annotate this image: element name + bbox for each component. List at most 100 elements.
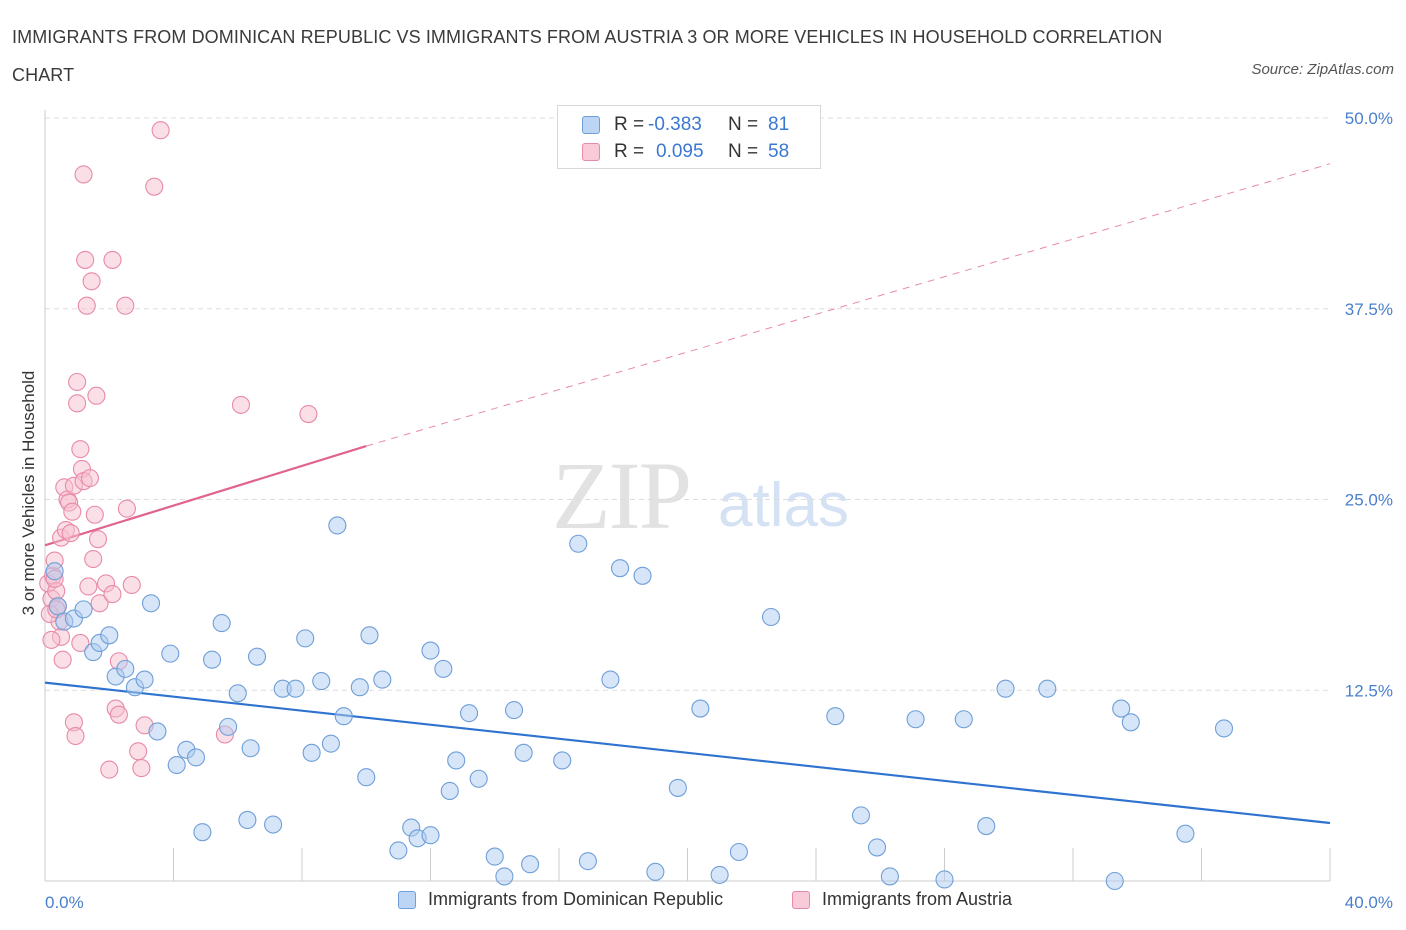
data-point-austria [87, 386, 106, 405]
legend-swatch-blue [398, 890, 416, 909]
data-point-dominican [203, 650, 222, 669]
data-point-dominican [1112, 699, 1131, 718]
legend-row-austria: R = 0.095 N = 58 [582, 139, 789, 165]
data-point-dominican [610, 559, 630, 578]
data-point-dominican [334, 707, 353, 726]
data-point-dominican [74, 600, 93, 619]
legend-n-label: N = [728, 141, 759, 162]
data-point-dominican [996, 679, 1015, 698]
data-point-dominican [247, 647, 267, 666]
data-point-dominican [495, 867, 514, 886]
data-point-dominican [977, 817, 996, 836]
data-point-dominican [421, 826, 440, 845]
data-point-austria [80, 469, 100, 488]
data-point-dominican [135, 670, 154, 689]
trend-line-austria-extension [366, 163, 1331, 447]
data-point-dominican [141, 594, 161, 613]
data-point-austria [151, 121, 170, 140]
data-point-austria [122, 575, 141, 595]
data-point-dominican [1176, 824, 1195, 843]
data-point-dominican [668, 778, 687, 797]
data-point-dominican [161, 644, 180, 663]
legend-swatch-pink [792, 890, 810, 909]
tick-labels: 12.5% 25.0% 37.5% 50.0% 0.0% 40.0% [45, 109, 1393, 912]
data-point-dominican [1214, 719, 1234, 738]
correlation-legend: R = -0.383 N = 81 R = 0.095 N = 58 [557, 105, 821, 169]
data-point-dominican [434, 659, 453, 678]
data-point-dominican [691, 699, 710, 718]
y-tick-label: 25.0% [1345, 491, 1393, 510]
chart-title: IMMIGRANTS FROM DOMINICAN REPUBLIC VS IM… [12, 27, 1163, 85]
data-point-dominican [100, 626, 119, 645]
y-tick-label: 50.0% [1345, 109, 1393, 128]
data-point-dominican [421, 641, 440, 660]
data-point-dominican [469, 769, 488, 788]
legend-item-austria: Immigrants from Austria [792, 889, 1012, 910]
data-point-dominican [729, 842, 748, 862]
data-point-dominican [48, 597, 67, 616]
legend-swatch-blue [582, 116, 600, 134]
data-point-austria [71, 440, 90, 459]
data-point-dominican [553, 751, 572, 770]
watermark-atlas: atlas [718, 471, 849, 540]
data-point-austria [66, 726, 85, 746]
trend-line-austria [44, 445, 367, 547]
data-point-austria [79, 577, 98, 596]
data-point-austria [74, 165, 93, 184]
legend-n-value: 81 [768, 114, 790, 135]
data-point-dominican [601, 670, 620, 689]
data-point-austria [82, 272, 101, 291]
data-point-dominican [514, 743, 533, 762]
data-point-dominican [1121, 713, 1140, 732]
data-point-dominican [373, 670, 392, 689]
data-point-dominican [954, 710, 973, 729]
data-point-dominican [357, 768, 376, 787]
data-point-austria [71, 633, 90, 652]
data-point-austria [68, 394, 87, 413]
data-point-dominican [302, 743, 321, 762]
data-point-austria [90, 594, 109, 613]
data-point-dominican [116, 659, 135, 678]
data-point-dominican [228, 684, 247, 703]
data-point-dominican [148, 722, 167, 741]
data-point-austria [117, 499, 136, 518]
legend-row-dominican: R = -0.383 N = 81 [582, 112, 789, 138]
data-point-dominican [238, 810, 257, 830]
data-point-dominican [286, 679, 305, 698]
data-point-dominican [389, 841, 408, 860]
data-point-austria [145, 177, 164, 196]
data-point-dominican [321, 734, 340, 753]
data-point-dominican [633, 566, 652, 585]
data-point-dominican [761, 607, 781, 627]
data-point-dominican [1038, 679, 1057, 698]
data-point-dominican [906, 710, 925, 729]
data-point-dominican [851, 806, 871, 825]
data-point-dominican [569, 534, 588, 553]
data-point-austria [76, 250, 95, 269]
legend-label: Immigrants from Austria [822, 889, 1013, 909]
data-point-austria [63, 502, 82, 521]
legend-r-value: -0.383 [648, 114, 702, 135]
data-point-austria [116, 296, 135, 315]
data-point-dominican [312, 672, 331, 691]
data-point-dominican [167, 755, 186, 775]
legend-r-label: R = [614, 141, 645, 162]
data-point-austria [61, 524, 80, 543]
x-tick-label: 0.0% [45, 893, 84, 912]
legend-item-dominican: Immigrants from Dominican Republic [398, 889, 723, 910]
data-point-austria [109, 705, 128, 724]
axes [44, 110, 1331, 882]
legend-label: Immigrants from Dominican Republic [428, 889, 724, 909]
legend-n-value: 58 [768, 141, 790, 162]
data-point-austria [132, 759, 151, 778]
data-point-dominican [447, 751, 466, 770]
data-point-austria [299, 404, 318, 424]
data-point-austria [129, 742, 148, 761]
data-point-dominican [212, 614, 231, 633]
data-point-austria [103, 585, 122, 604]
data-point-dominican [1105, 871, 1124, 891]
data-point-dominican [485, 847, 504, 866]
trend-lines [44, 163, 1331, 825]
data-point-austria [100, 760, 119, 779]
